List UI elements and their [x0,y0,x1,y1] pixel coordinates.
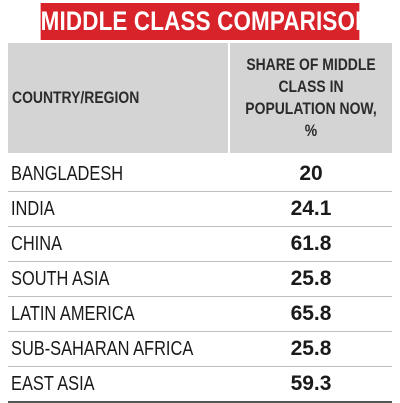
table-row: EAST ASIA 59.3 [8,367,392,403]
row-divider [228,157,230,191]
value-cell: 20 [299,162,323,185]
header-country-label: COUNTRY/REGION [12,88,140,107]
table-row: CHINA 61.8 [8,227,392,262]
header-column-divider [228,43,230,153]
table-header: COUNTRY/REGION SHARE OF MIDDLE CLASS IN … [8,43,392,153]
header-share-line-1: SHARE OF MIDDLE [246,55,376,74]
table-row: INDIA 24.1 [8,192,392,227]
table-row: SOUTH ASIA 25.8 [8,262,392,297]
value-cell: 25.8 [290,267,332,290]
table-row: SUB-SAHARAN AFRICA 25.8 [8,332,392,367]
table-title: MIDDLE CLASS COMPARISONS [40,3,386,40]
value-cell: 61.8 [290,232,332,255]
row-divider [228,332,230,366]
table-body: BANGLADESH 20 INDIA 24.1 CHINA 61.8 SOUT… [8,157,392,403]
row-divider [228,367,230,401]
row-divider [228,262,230,296]
table-row: LATIN AMERICA 65.8 [8,297,392,332]
header-share-label: SHARE OF MIDDLE CLASS IN POPULATION NOW,… [245,54,378,142]
value-cell: 24.1 [290,197,332,220]
header-share-line-2: CLASS IN [278,77,344,96]
value-cell: 25.8 [290,337,332,360]
country-cell: CHINA [11,233,63,255]
country-cell: INDIA [11,198,55,220]
country-cell: BANGLADESH [11,163,124,185]
header-share-cell: SHARE OF MIDDLE CLASS IN POPULATION NOW,… [230,43,392,153]
country-cell: SUB-SAHARAN AFRICA [11,338,194,360]
header-share-line-3: POPULATION NOW, % [245,99,377,140]
value-cell: 65.8 [290,302,332,325]
country-cell: LATIN AMERICA [11,303,135,325]
country-cell: EAST ASIA [11,373,95,395]
value-cell: 59.3 [290,372,332,395]
country-cell: SOUTH ASIA [11,268,110,290]
row-divider [228,297,230,331]
table-row: BANGLADESH 20 [8,157,392,192]
row-divider [228,227,230,261]
row-divider [228,192,230,226]
header-country-cell: COUNTRY/REGION [8,43,228,153]
